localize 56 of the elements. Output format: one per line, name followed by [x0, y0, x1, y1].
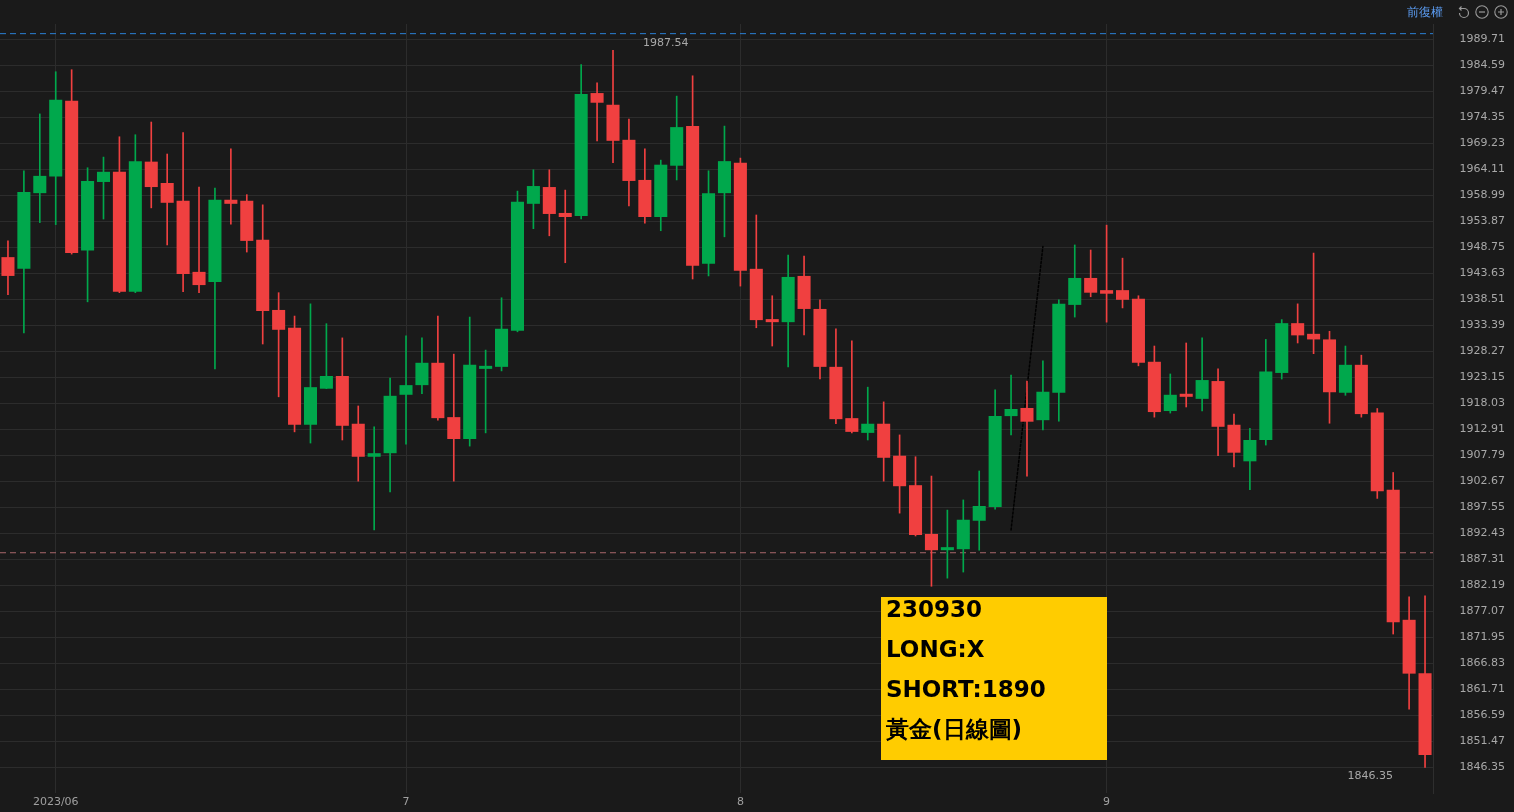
y-tick-label: 1897.55: [1459, 500, 1505, 514]
y-tick-label: 1892.43: [1459, 526, 1505, 540]
y-tick-label: 1979.47: [1459, 84, 1505, 98]
y-tick-label: 1958.99: [1459, 188, 1505, 202]
y-tick-label: 1866.83: [1459, 656, 1505, 670]
candlestick: [1020, 380, 1034, 477]
y-tick-label: 1918.03: [1459, 396, 1505, 410]
y-tick-label: 1877.07: [1459, 604, 1505, 618]
annotation: SHORT:1890: [886, 675, 1046, 702]
x-tick-label: 7: [402, 795, 410, 809]
y-tick-label: 1907.79: [1459, 448, 1505, 462]
candlestick: [224, 148, 238, 225]
y-tick-label: 1928.27: [1459, 344, 1505, 358]
y-tick-label: 1938.51: [1459, 292, 1505, 306]
candlestick: [192, 186, 206, 294]
candlestick: [590, 82, 604, 142]
annotation: LONG:X: [886, 635, 985, 662]
y-tick-label: 1902.67: [1459, 474, 1505, 488]
y-tick-label: 1856.59: [1459, 708, 1505, 722]
text: 前復權: [1407, 5, 1443, 19]
candlestick: [447, 353, 461, 482]
candlestick: [160, 153, 174, 246]
y-tick-label: 1943.63: [1459, 266, 1505, 280]
y-tick-label: 1964.11: [1459, 162, 1505, 176]
candlestick: [972, 470, 986, 551]
y-tick-label: 1912.91: [1459, 422, 1505, 436]
y-tick-label: 1974.35: [1459, 110, 1505, 124]
y-tick-label: 1989.71: [1459, 32, 1505, 46]
candlestick: [367, 426, 381, 531]
y-tick-label: 1948.75: [1459, 240, 1505, 254]
y-tick-label: 1887.31: [1459, 552, 1505, 566]
y-tick-label: 1851.47: [1459, 734, 1505, 748]
y-tick-label: 1953.87: [1459, 214, 1505, 228]
y-tick-label: 1871.95: [1459, 630, 1505, 644]
y-tick-label: 1882.19: [1459, 578, 1505, 592]
candlestick: [845, 340, 859, 434]
annotation: 230930: [886, 595, 983, 622]
x-tick-label: 8: [736, 795, 744, 809]
y-tick-label: 1969.23: [1459, 136, 1505, 150]
annotation: 1987.54: [643, 36, 689, 50]
y-tick-label: 1984.59: [1459, 58, 1505, 72]
annotation: 黃金(日線圖): [885, 715, 1023, 742]
candlestick: [558, 189, 572, 264]
candlestick: [399, 335, 413, 445]
x-tick-label: 9: [1103, 795, 1111, 809]
candlestick: [861, 386, 875, 441]
y-tick-label: 1933.39: [1459, 318, 1505, 332]
annotation: 1846.35: [1347, 769, 1394, 783]
y-tick-label: 1861.71: [1459, 682, 1505, 696]
candlestick: [765, 295, 779, 347]
y-tick-label: 1923.15: [1459, 370, 1505, 384]
y-tick-label: 1846.35: [1459, 760, 1505, 774]
candlestick: [1179, 342, 1193, 408]
candlestick: [33, 113, 47, 223]
candlestick: [1004, 374, 1018, 436]
x-tick-label: 2023/06: [32, 795, 79, 809]
